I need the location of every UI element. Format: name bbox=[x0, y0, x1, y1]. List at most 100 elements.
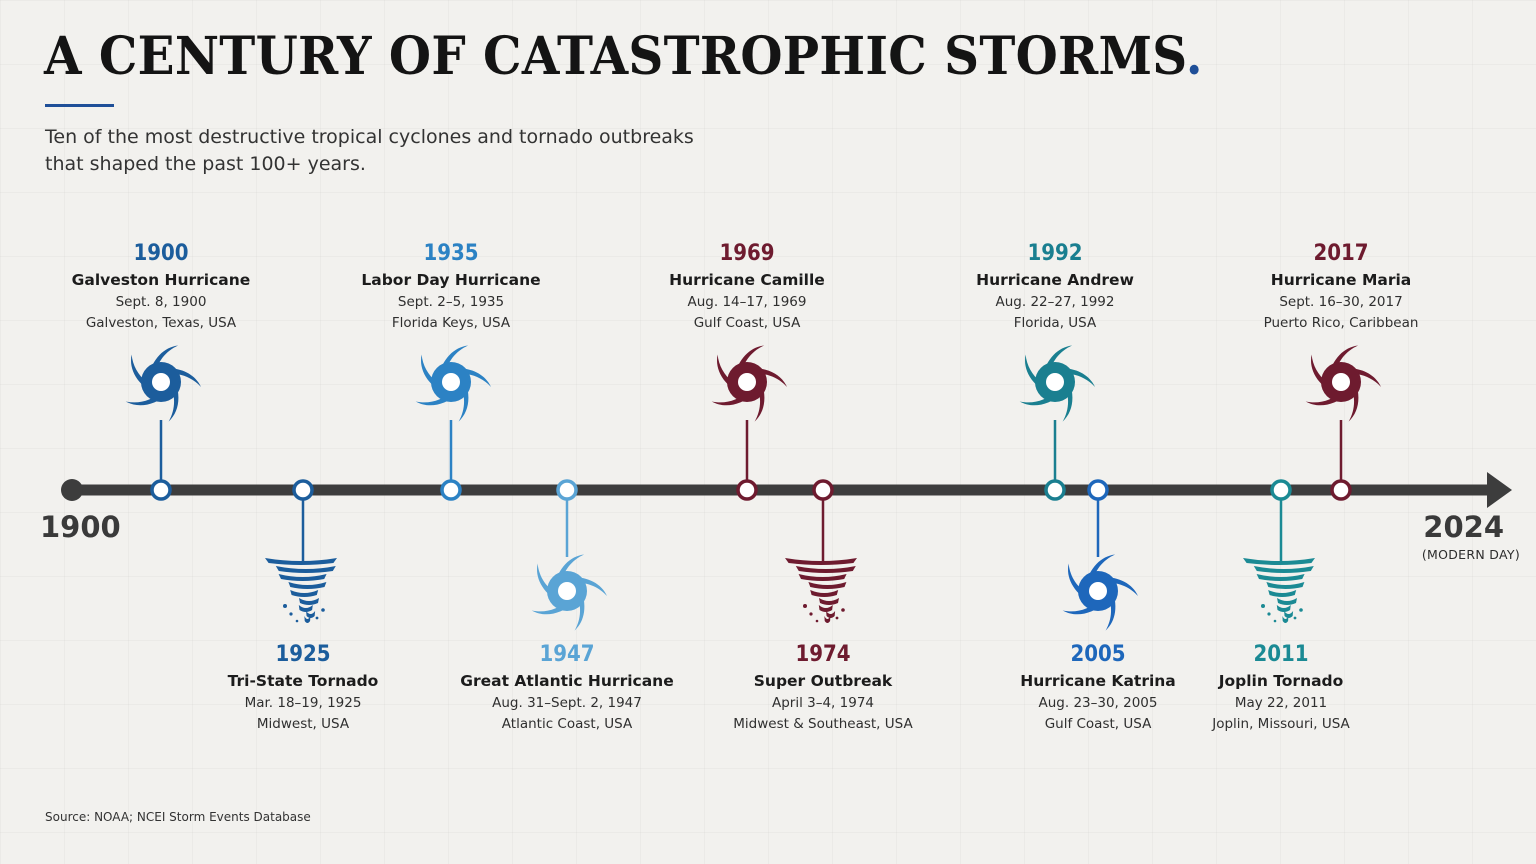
source-note: Source: NOAA; NCEI Storm Events Database bbox=[45, 810, 311, 824]
event-name: Galveston Hurricane bbox=[71, 271, 251, 289]
event-date: Sept. 2–5, 1935 bbox=[397, 294, 505, 310]
tornado-band bbox=[785, 558, 857, 565]
tornado-band bbox=[1253, 566, 1314, 573]
event-place: Atlantic Coast, USA bbox=[501, 716, 633, 732]
timeline-node bbox=[292, 479, 314, 501]
event-marker-2005 bbox=[1062, 479, 1138, 631]
timeline-start-dot bbox=[61, 479, 83, 501]
tornado-band bbox=[824, 616, 831, 623]
event-1969: 1969 Hurricane Camille Aug. 14–17, 1969 Gul… bbox=[597, 241, 897, 334]
event-1974: 1974 Super Outbreak April 3–4, 1974 Midwest… bbox=[673, 642, 973, 735]
event-date: Mar. 18–19, 1925 bbox=[244, 695, 362, 711]
event-marks bbox=[125, 345, 1381, 631]
event-marker-2017 bbox=[1305, 345, 1381, 501]
hurricane-icon bbox=[415, 345, 491, 422]
event-name: Hurricane Katrina bbox=[1020, 672, 1176, 690]
hurricane-icon bbox=[1062, 554, 1138, 631]
event-2017: 2017 Hurricane Maria Sept. 16–30, 2017 Puer… bbox=[1191, 241, 1491, 334]
debris-dot bbox=[283, 604, 287, 608]
event-name: Joplin Tornado bbox=[1218, 672, 1344, 690]
event-marker-1974 bbox=[785, 479, 857, 623]
tornado-band bbox=[288, 582, 327, 589]
event-date: Sept. 16–30, 2017 bbox=[1279, 294, 1403, 310]
timeline-node bbox=[440, 479, 462, 501]
hurricane-eye bbox=[152, 373, 170, 391]
tornado-band bbox=[798, 574, 847, 581]
tornado-band bbox=[1243, 558, 1315, 565]
event-marker-2011 bbox=[1243, 479, 1315, 623]
tornado-icon bbox=[1243, 558, 1315, 623]
event-year: 1974 bbox=[795, 642, 851, 667]
event-year: 2005 bbox=[1070, 642, 1126, 667]
tornado-band bbox=[795, 566, 856, 573]
event-year: 2017 bbox=[1313, 241, 1369, 266]
event-date: Aug. 31–Sept. 2, 1947 bbox=[492, 695, 642, 711]
tornado-band bbox=[826, 611, 836, 618]
event-name: Super Outbreak bbox=[753, 672, 893, 690]
tornado-band bbox=[1266, 582, 1305, 589]
hurricane-icon bbox=[125, 345, 201, 422]
event-1925: 1925 Tri-State Tornado Mar. 18–19, 1925 Mid… bbox=[153, 642, 453, 735]
subtitle: Ten of the most destructive tropical cyc… bbox=[45, 126, 694, 175]
tornado-band bbox=[306, 611, 316, 618]
event-place: Midwest, USA bbox=[256, 716, 350, 732]
event-place: Florida Keys, USA bbox=[391, 315, 511, 331]
event-date: Aug. 14–17, 1969 bbox=[687, 294, 807, 310]
tornado-band bbox=[808, 582, 847, 589]
hurricane-eye bbox=[1089, 582, 1107, 600]
event-date: April 3–4, 1974 bbox=[771, 695, 874, 711]
timeline-end-label: 2024 bbox=[1423, 510, 1504, 544]
event-2005: 2005 Hurricane Katrina Aug. 23–30, 2005 Gul… bbox=[948, 642, 1248, 735]
event-name: Hurricane Maria bbox=[1270, 271, 1412, 289]
tornado-band bbox=[1277, 598, 1297, 605]
event-year: 2011 bbox=[1253, 642, 1309, 667]
event-marker-1969 bbox=[711, 345, 787, 501]
event-place: Gulf Coast, USA bbox=[693, 315, 801, 331]
event-1947: 1947 Great Atlantic Hurricane Aug. 31–Sept… bbox=[417, 642, 717, 735]
hurricane-eye bbox=[738, 373, 756, 391]
event-marker-1900 bbox=[125, 345, 201, 501]
debris-dot bbox=[1267, 612, 1271, 616]
title-accent-rule bbox=[45, 104, 114, 107]
tornado-band bbox=[304, 616, 311, 623]
debris-dot bbox=[315, 616, 319, 620]
debris-dot bbox=[1299, 608, 1303, 612]
event-name: Great Atlantic Hurricane bbox=[460, 672, 674, 690]
debris-dot bbox=[803, 604, 807, 608]
event-date: May 22, 2011 bbox=[1234, 695, 1328, 711]
event-year: 1900 bbox=[133, 241, 189, 266]
tornado-band bbox=[1282, 616, 1289, 623]
hurricane-eye bbox=[1046, 373, 1064, 391]
timeline-end-note: (MODERN DAY) bbox=[1421, 547, 1520, 562]
event-year: 1925 bbox=[275, 642, 331, 667]
event-marker-1992 bbox=[1019, 345, 1095, 501]
event-marker-1935 bbox=[415, 345, 491, 501]
tornado-band bbox=[275, 566, 336, 573]
hurricane-eye bbox=[558, 582, 576, 600]
hurricane-icon bbox=[1019, 345, 1095, 422]
event-year: 1969 bbox=[719, 241, 775, 266]
timeline-end-arrow bbox=[1487, 472, 1512, 508]
debris-dot bbox=[1273, 619, 1277, 623]
event-date: Aug. 23–30, 2005 bbox=[1038, 695, 1158, 711]
hurricane-eye bbox=[1332, 373, 1350, 391]
timeline-node bbox=[556, 479, 578, 501]
event-marker-1925 bbox=[265, 479, 337, 623]
debris-dot bbox=[289, 612, 293, 616]
event-place: Gulf Coast, USA bbox=[1044, 716, 1152, 732]
tornado-band bbox=[1276, 605, 1291, 612]
timeline-node bbox=[150, 479, 172, 501]
event-place: Joplin, Missouri, USA bbox=[1212, 716, 1350, 732]
event-place: Florida, USA bbox=[1013, 315, 1097, 331]
debris-dot bbox=[815, 619, 819, 623]
tornado-band bbox=[818, 605, 833, 612]
timeline-start-label: 1900 bbox=[40, 510, 121, 544]
title-dot: . bbox=[1185, 26, 1203, 87]
timeline-node bbox=[736, 479, 758, 501]
event-1935: 1935 Labor Day Hurricane Sept. 2–5, 1935 Fl… bbox=[301, 241, 601, 334]
hurricane-eye bbox=[442, 373, 460, 391]
hurricane-icon bbox=[711, 345, 787, 422]
hurricane-icon bbox=[1305, 345, 1381, 422]
debris-dot bbox=[841, 608, 845, 612]
